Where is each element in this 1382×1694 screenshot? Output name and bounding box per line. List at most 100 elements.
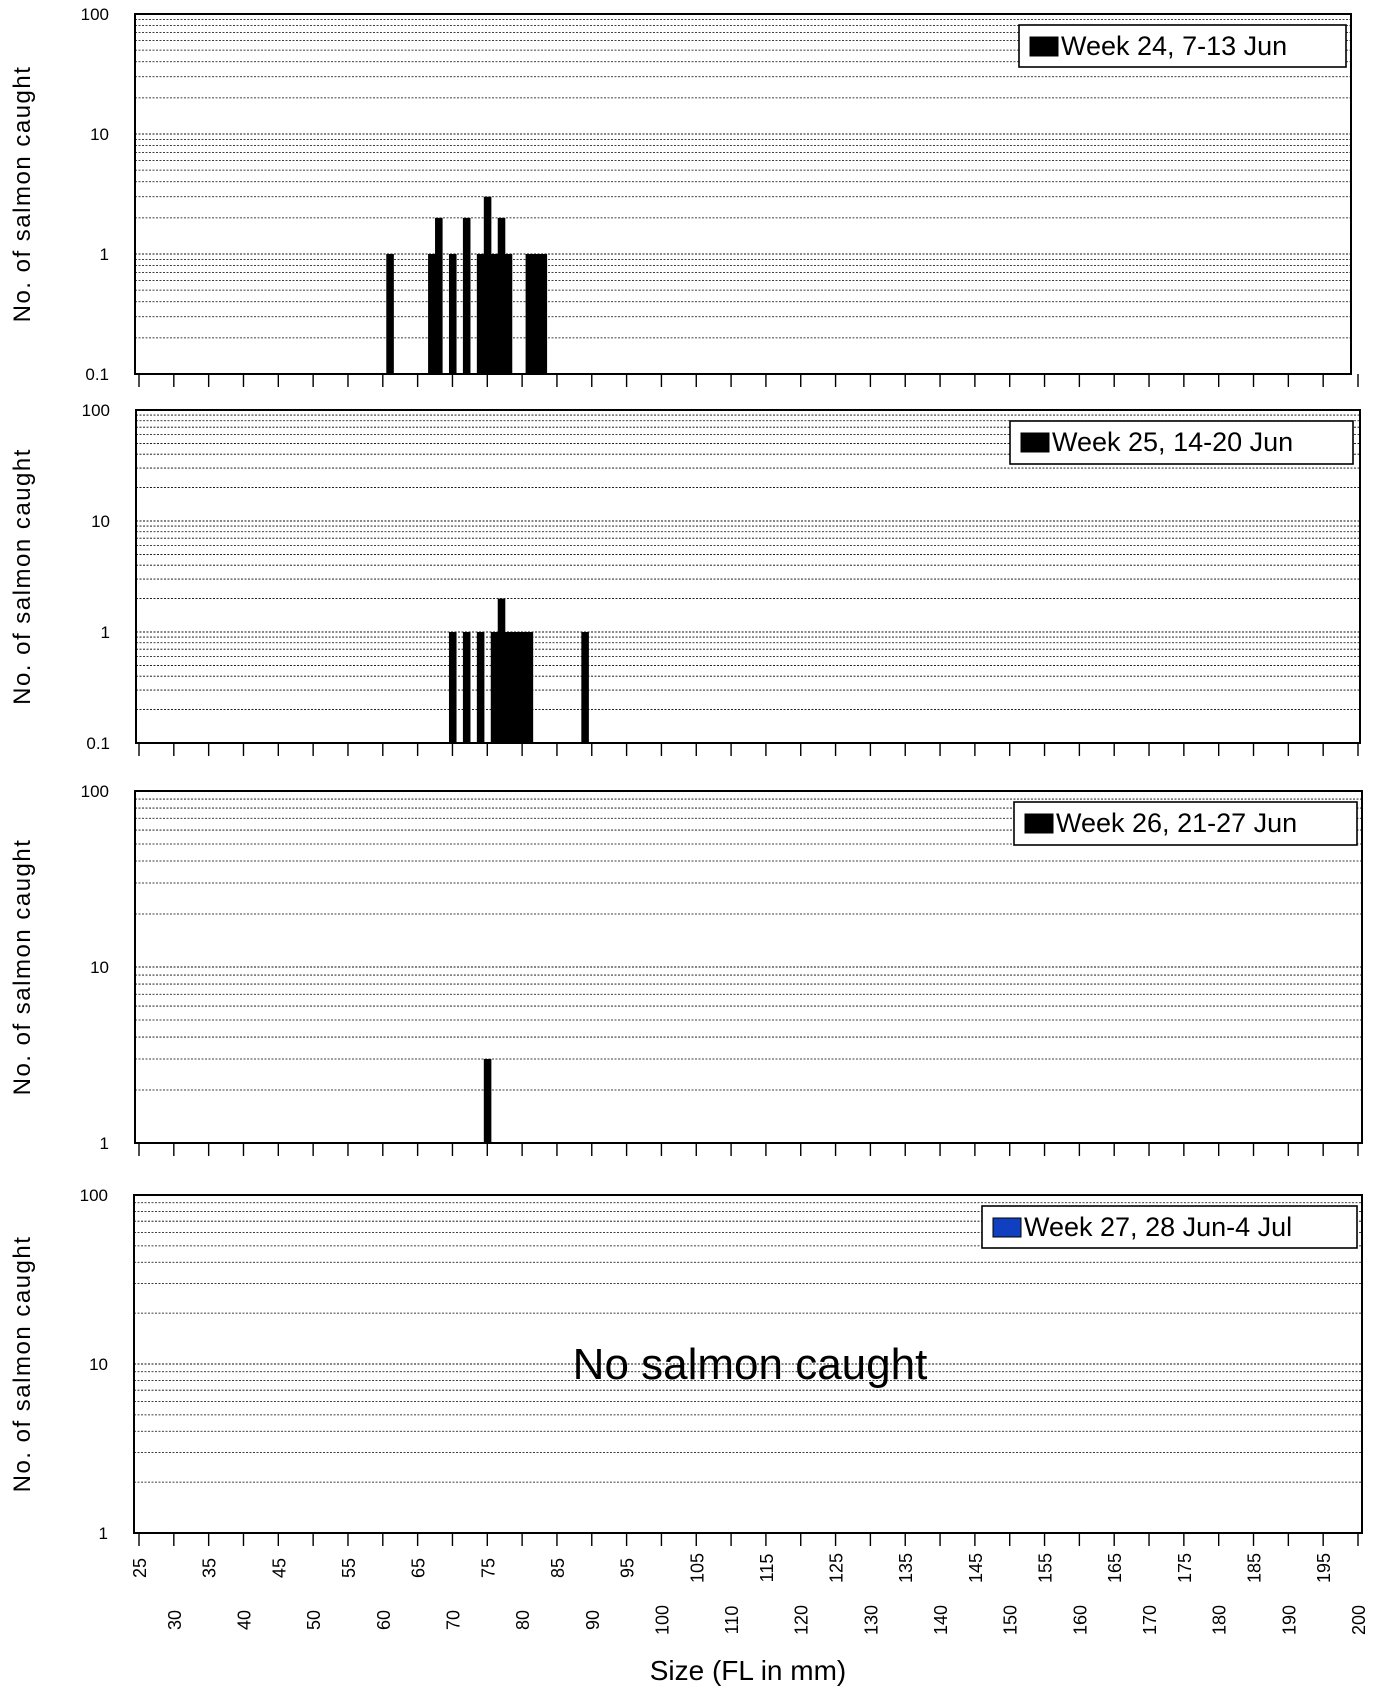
bar — [462, 632, 471, 743]
legend-swatch — [1029, 36, 1059, 57]
y-tick-label: 100 — [81, 5, 109, 24]
x-tick-label: 75 — [478, 1558, 498, 1578]
y-tick-label: 0.1 — [85, 365, 109, 384]
legend-label: Week 24, 7-13 Jun — [1061, 31, 1287, 61]
chart-panel-4: 100 10 1 No. of salmon caught Week 27, 28 Ju… — [9, 1186, 1363, 1546]
no-data-annotation: No salmon caught — [573, 1340, 928, 1389]
x-tick-label: 190 — [1279, 1605, 1299, 1635]
x-tick-label: 110 — [722, 1606, 742, 1635]
plot-frame — [134, 790, 1363, 1144]
plot-frame — [135, 409, 1361, 744]
legend: Week 27, 28 Jun-4 Jul — [981, 1205, 1358, 1249]
bar — [462, 217, 471, 374]
x-tick-label: 130 — [861, 1605, 881, 1635]
legend-swatch — [1020, 432, 1050, 453]
x-tick-labels: 25 30 35 40 45 50 55 60 65 70 75 80 85 90 95 100 105 110 1… — [130, 1553, 1369, 1635]
x-tick-label: 115 — [757, 1554, 777, 1583]
legend: Week 24, 7-13 Jun — [1018, 24, 1347, 68]
bar — [476, 632, 485, 743]
y-tick-label: 100 — [80, 1186, 108, 1205]
x-tick-label: 155 — [1036, 1553, 1056, 1583]
x-ticks — [138, 1143, 1359, 1156]
bars — [386, 196, 548, 374]
bar — [490, 254, 499, 374]
y-tick-label: 1 — [101, 623, 110, 642]
x-tick-label: 165 — [1105, 1553, 1125, 1583]
legend: Week 25, 14-20 Jun — [1009, 420, 1354, 465]
x-tick-label: 95 — [618, 1558, 638, 1578]
y-axis-label: No. of salmon caught — [9, 839, 36, 1096]
y-axis-label: No. of salmon caught — [9, 1236, 36, 1493]
y-tick-label: 100 — [82, 401, 110, 420]
bar — [539, 254, 548, 374]
legend-label: Week 25, 14-20 Jun — [1052, 427, 1293, 457]
gridlines — [136, 409, 1360, 710]
y-tick-label: 1 — [99, 1524, 108, 1543]
y-axis-label: No. of salmon caught — [9, 66, 36, 323]
legend-label: Week 26, 21-27 Jun — [1056, 808, 1297, 838]
chart-panel-1: 100 10 1 0.1 No. of salmon caught Week 24, 7-… — [9, 5, 1359, 387]
y-tick-label: 0.1 — [86, 734, 110, 753]
x-tick-label: 135 — [896, 1553, 916, 1583]
y-tick-label: 10 — [90, 958, 109, 977]
x-tick-label: 90 — [583, 1610, 603, 1630]
x-tick-label: 30 — [165, 1610, 185, 1630]
bar — [497, 598, 506, 743]
bar — [476, 254, 485, 374]
x-tick-label: 40 — [234, 1610, 254, 1630]
x-tick-label: 45 — [269, 1558, 289, 1578]
x-tick-label: 200 — [1349, 1605, 1369, 1635]
legend-swatch — [1024, 813, 1054, 834]
x-tick-label: 120 — [792, 1605, 812, 1635]
legend-swatch — [992, 1217, 1022, 1238]
bar — [497, 217, 506, 374]
x-tick-label: 175 — [1175, 1553, 1195, 1583]
y-tick-label: 1 — [100, 245, 109, 264]
x-tick-label: 180 — [1210, 1605, 1230, 1635]
bars — [448, 598, 589, 743]
x-tick-label: 145 — [966, 1553, 986, 1583]
x-tick-label: 60 — [374, 1610, 394, 1630]
y-axis-label: No. of salmon caught — [9, 448, 36, 705]
x-tick-label: 170 — [1140, 1605, 1160, 1635]
legend-box — [1018, 24, 1347, 68]
plot-frame — [134, 13, 1352, 375]
x-axis-label: Size (FL in mm) — [650, 1655, 847, 1686]
bar — [518, 632, 527, 743]
x-tick-label: 65 — [409, 1558, 429, 1578]
bar — [525, 254, 534, 374]
y-tick-label: 100 — [81, 782, 109, 801]
x-tick-label: 25 — [130, 1558, 150, 1578]
x-tick-label: 125 — [827, 1553, 847, 1583]
bar — [448, 254, 457, 374]
y-tick-label: 1 — [100, 1134, 109, 1153]
plot-frame — [133, 1194, 1363, 1534]
y-tick-label: 10 — [90, 125, 109, 144]
legend-box — [1013, 801, 1358, 846]
x-ticks — [138, 1533, 1359, 1546]
x-tick-label: 85 — [548, 1558, 568, 1578]
bar — [532, 254, 541, 374]
bar — [504, 632, 513, 743]
x-tick-label: 35 — [200, 1558, 220, 1578]
bar — [483, 196, 492, 374]
bar — [428, 254, 436, 374]
legend-box — [1009, 420, 1354, 465]
y-tick-label: 10 — [89, 1355, 108, 1374]
x-tick-label: 140 — [931, 1605, 951, 1635]
legend: Week 26, 21-27 Jun — [1013, 801, 1358, 846]
x-tick-label: 50 — [304, 1610, 324, 1630]
bar — [581, 632, 589, 743]
x-tick-label: 55 — [339, 1558, 359, 1578]
legend-box — [981, 1205, 1358, 1249]
x-tick-label: 195 — [1314, 1553, 1334, 1583]
bar — [448, 632, 457, 743]
legend-label: Week 27, 28 Jun-4 Jul — [1024, 1212, 1292, 1242]
bar — [511, 632, 520, 743]
bars — [483, 1059, 492, 1143]
x-tick-label: 80 — [513, 1610, 533, 1630]
x-tick-label: 150 — [1001, 1605, 1021, 1635]
x-tick-label: 160 — [1070, 1605, 1090, 1635]
x-ticks — [138, 743, 1359, 756]
